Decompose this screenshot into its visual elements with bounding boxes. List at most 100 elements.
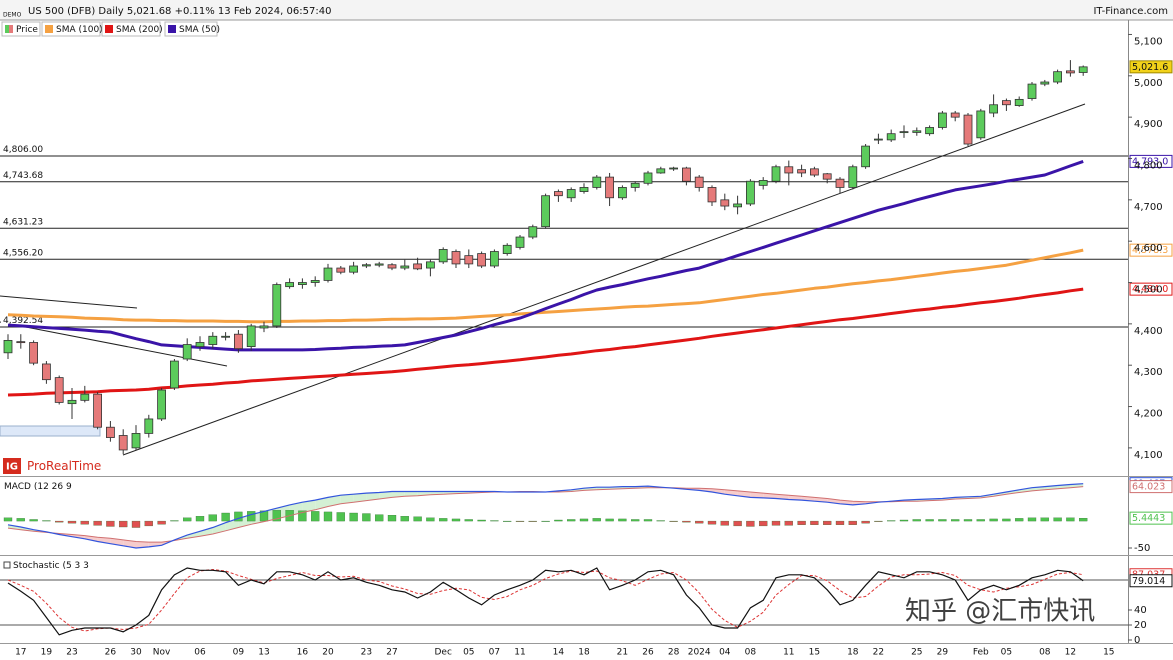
histogram-bar: [93, 520, 102, 526]
x-tick-label: 15: [809, 648, 820, 658]
macd-fill: [302, 500, 316, 513]
sma-line: [7, 248, 1084, 324]
level-label-bg: [1, 169, 41, 180]
x-tick-label: 16: [297, 648, 309, 658]
histogram-bar: [400, 516, 409, 522]
candle-body: [848, 166, 858, 188]
stoch-k-line: [7, 567, 1084, 636]
logo-mark: IG: [6, 462, 18, 473]
candle-body: [592, 176, 602, 188]
histogram-bar: [311, 511, 320, 522]
y-tick-label: 5,000: [1134, 78, 1163, 89]
histogram-bar: [989, 518, 998, 522]
legend-swatch: [105, 25, 113, 33]
y-tick-label: 4,100: [1134, 450, 1163, 461]
value-label: 4,484.0: [1132, 284, 1168, 295]
macd-fill: [750, 492, 764, 498]
level-label: 4,392.54: [3, 316, 43, 326]
candle-body: [694, 176, 704, 188]
macd-fill: [366, 492, 380, 501]
x-tick-label: 11: [514, 648, 525, 658]
histogram-bar: [387, 515, 397, 522]
y-tick-label: 40: [1134, 605, 1147, 616]
histogram-bar: [439, 518, 448, 522]
macd-line: [7, 483, 1084, 549]
candle-body: [374, 263, 384, 266]
histogram-bar: [515, 520, 525, 522]
candle-body: [707, 187, 717, 203]
histogram-bar: [528, 520, 537, 522]
x-tick-label: 23: [66, 648, 77, 658]
candle-body: [400, 265, 410, 269]
candle-body: [950, 112, 960, 118]
histogram-bar: [963, 519, 973, 522]
macd-fill: [763, 493, 776, 499]
candle-body: [835, 178, 845, 188]
legend-swatch: [5, 25, 9, 33]
histogram-bar: [29, 519, 38, 522]
candle-body: [720, 199, 730, 207]
y-tick-label: 4,200: [1134, 409, 1163, 420]
x-tick-label: 08: [1039, 648, 1051, 658]
x-tick-label: 26: [642, 648, 654, 658]
candle-body: [195, 342, 205, 348]
candle-body: [42, 363, 51, 381]
candle-body: [80, 393, 90, 401]
histogram-bar: [375, 514, 384, 522]
histogram-bar: [55, 520, 64, 523]
y-tick-label: 4,700: [1134, 202, 1163, 213]
legend-label: Price: [16, 25, 38, 35]
histogram-bar: [554, 519, 563, 522]
x-tick-label: 05: [1001, 648, 1012, 658]
histogram-bar: [336, 512, 345, 522]
x-tick-label: 15: [1103, 648, 1114, 658]
candle-body: [413, 263, 423, 270]
candle-body: [16, 341, 26, 344]
level-label-bg: [1, 247, 41, 258]
legend-box: [164, 21, 218, 37]
histogram-bar: [797, 520, 806, 525]
macd-fill: [97, 537, 111, 544]
candle-body: [771, 166, 781, 182]
histogram-bar: [976, 519, 985, 522]
candle-body: [758, 180, 768, 186]
level-label-bg: [1, 144, 41, 155]
candle-body: [874, 138, 883, 141]
x-tick-label: 29: [937, 648, 949, 658]
x-tick-label: Feb: [973, 648, 989, 658]
candle-body: [438, 249, 448, 263]
candle-body: [208, 335, 218, 345]
candle-body: [925, 127, 934, 135]
x-tick-label: 08: [745, 648, 757, 658]
x-tick-label: 26: [105, 648, 117, 658]
x-tick-label: 25: [911, 648, 922, 658]
y-tick-label: 4,300: [1134, 367, 1163, 378]
candle-body: [669, 167, 678, 170]
x-tick-label: 17: [15, 648, 26, 658]
y-tick-label: 0: [1134, 635, 1140, 646]
histogram-bar: [1040, 517, 1049, 522]
histogram-bar: [119, 520, 128, 528]
level-label-bg: [1, 314, 41, 325]
candle-body: [784, 166, 794, 174]
candle-body: [297, 282, 307, 285]
candle-body: [938, 112, 947, 128]
stoch-d-line: [7, 568, 1084, 632]
candle-body: [515, 236, 525, 248]
macd-fill: [315, 497, 328, 510]
histogram-bar: [771, 520, 781, 526]
histogram-bar: [810, 520, 819, 525]
candle-body: [118, 435, 128, 451]
level-label: 4,556.20: [3, 248, 43, 258]
histogram-bar: [605, 518, 614, 522]
histogram-bar: [567, 519, 576, 522]
candle-body: [131, 433, 141, 449]
level-label: 4,806.00: [3, 145, 43, 155]
value-label: 5,021.6: [1132, 62, 1168, 73]
candle-body: [477, 253, 487, 267]
value-label: 4,578.3: [1132, 245, 1168, 256]
histogram-bar: [938, 519, 947, 522]
histogram-bar: [426, 517, 435, 522]
legend-box: [101, 21, 161, 37]
